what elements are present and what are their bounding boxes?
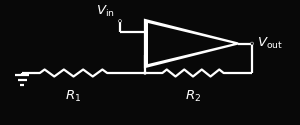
Circle shape: [251, 42, 253, 44]
Circle shape: [144, 72, 146, 74]
Text: $V_{\mathrm{in}}$: $V_{\mathrm{in}}$: [96, 4, 115, 19]
Polygon shape: [148, 23, 233, 64]
Polygon shape: [145, 20, 238, 67]
Circle shape: [119, 20, 121, 21]
Circle shape: [119, 20, 121, 22]
Circle shape: [251, 43, 253, 44]
Text: $R_1$: $R_1$: [65, 89, 82, 104]
Text: $V_{\mathrm{out}}$: $V_{\mathrm{out}}$: [257, 36, 283, 51]
Text: $R_2$: $R_2$: [185, 89, 201, 104]
